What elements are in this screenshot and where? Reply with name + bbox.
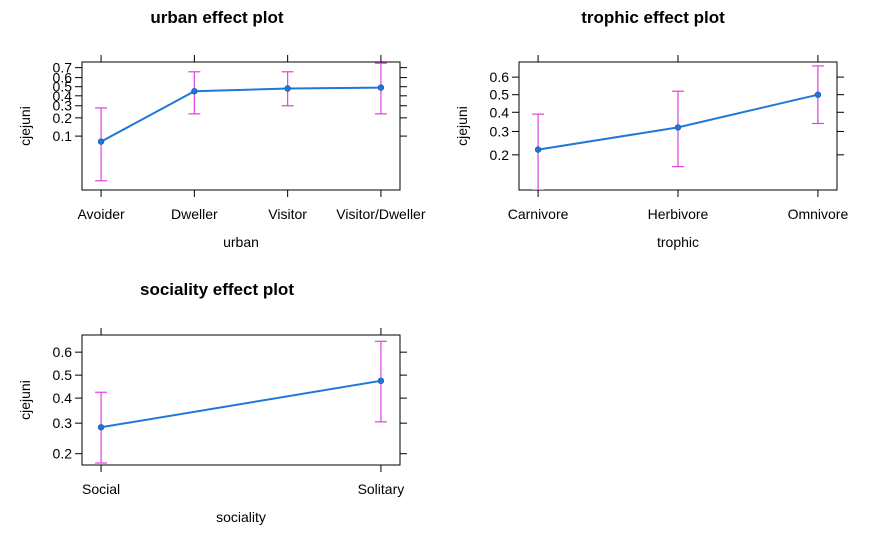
- series-line: [100, 86, 381, 143]
- y-axis-label: cjejuni: [17, 380, 33, 420]
- x-axis-label: urban: [223, 234, 259, 250]
- y-tick-label: 0.3: [53, 98, 73, 114]
- y-tick-label: 0.3: [490, 123, 510, 139]
- chart-panel-2: trophic effect plot 0.2 0.3 0.40.5 0.6 Carniv…: [454, 8, 848, 250]
- x-tick-label: Visitor/Dweller: [336, 206, 426, 222]
- data-point: [377, 84, 385, 91]
- series-line: [100, 379, 382, 429]
- chart-panel-1: urban effect plot 0.1 0.20.30.40.50.60.7 Av…: [17, 8, 426, 250]
- x-tick-label: Omnivore: [788, 206, 849, 222]
- y-tick-label: 0.5: [490, 87, 510, 103]
- y-tick-label: 0.3: [53, 415, 73, 431]
- y-tick-label: 0.1: [53, 128, 73, 144]
- x-tick-label: Solitary: [358, 481, 405, 497]
- y-tick-label: 0.4: [53, 390, 73, 406]
- y-tick-label: 0.4: [490, 104, 510, 120]
- chart-title: sociality effect plot: [140, 280, 294, 299]
- plot-area: [95, 62, 387, 182]
- y-tick-label: 0.5: [53, 79, 73, 95]
- y-axis-label: cjejuni: [17, 106, 33, 146]
- data-point: [284, 85, 291, 92]
- y-tick-label: 0.2: [53, 110, 73, 126]
- data-point: [377, 377, 385, 385]
- y-tick-label: 0.2: [490, 147, 510, 163]
- data-point: [534, 146, 542, 153]
- y-axis-label: cjejuni: [454, 106, 470, 146]
- x-tick-label: Dweller: [171, 206, 218, 222]
- y-tick-label: 0.4: [53, 88, 73, 104]
- x-axis-label: sociality: [216, 509, 266, 525]
- x-tick-label: Avoider: [77, 206, 125, 222]
- plot-frame: [81, 334, 401, 466]
- y-tick-label: 0.7: [53, 60, 73, 76]
- y-tick-label: 0.6: [53, 344, 73, 360]
- x-tick-label: Social: [82, 481, 120, 497]
- data-point: [191, 88, 198, 95]
- x-axis-label: trophic: [657, 234, 699, 250]
- plot-frame: [81, 61, 401, 191]
- data-point: [674, 124, 682, 131]
- plot-area: [532, 65, 824, 190]
- chart-title: urban effect plot: [150, 8, 284, 27]
- plot-area: [95, 340, 387, 464]
- data-point: [97, 424, 105, 431]
- y-tick-label: 0.2: [53, 446, 73, 462]
- y-tick-label: 0.6: [490, 69, 510, 85]
- x-tick-label: Carnivore: [508, 206, 569, 222]
- chart-panel-3: sociality effect plot 0.2 0.3 0.4 0.5 0.6 Soci…: [17, 280, 407, 525]
- x-tick-label: Visitor: [268, 206, 307, 222]
- chart-title: trophic effect plot: [581, 8, 725, 27]
- data-point: [814, 91, 822, 98]
- data-point: [97, 138, 105, 145]
- y-tick-label: 0.5: [53, 367, 73, 383]
- x-tick-label: Herbivore: [648, 206, 709, 222]
- y-tick-label: 0.6: [53, 70, 73, 86]
